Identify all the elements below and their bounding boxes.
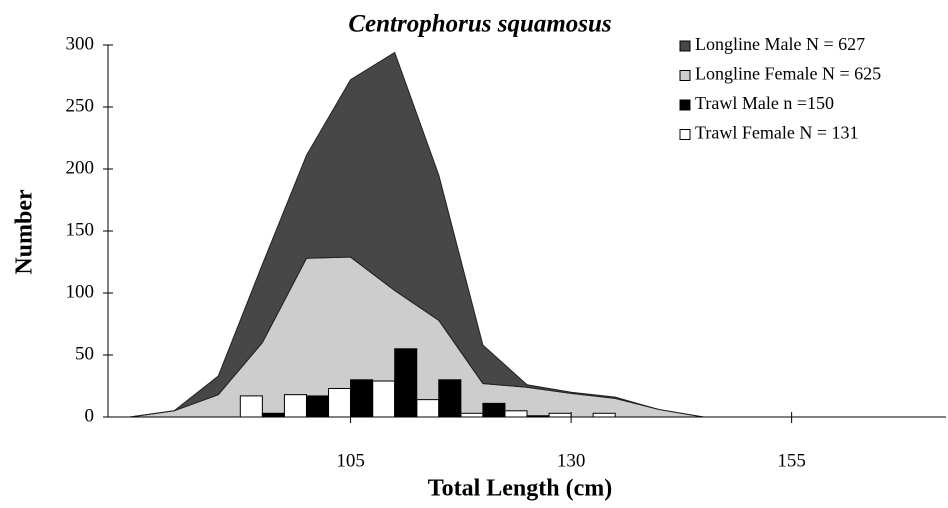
legend-swatch	[679, 40, 691, 52]
x-tick-label: 105	[336, 450, 365, 471]
legend-label: Trawl Male n =150	[695, 93, 834, 113]
y-tick-label: 250	[66, 95, 95, 116]
legend-swatch	[679, 70, 691, 81]
y-tick-label: 300	[66, 33, 95, 54]
bar	[239, 395, 263, 418]
bar	[482, 402, 506, 418]
bar	[460, 412, 484, 418]
bar	[261, 412, 285, 418]
x-tick-label: 155	[777, 450, 806, 471]
y-tick-label: 50	[75, 343, 94, 364]
bar	[305, 395, 330, 418]
bar	[504, 410, 528, 418]
y-tick-label: 150	[66, 219, 95, 240]
legend-label: Longline Male N = 627	[695, 34, 865, 54]
bar	[394, 348, 418, 418]
bar	[592, 412, 616, 418]
bar	[438, 379, 462, 418]
y-tick-label: 0	[85, 405, 95, 426]
bar	[328, 387, 352, 418]
legend-label: Trawl Female N = 131	[695, 123, 858, 143]
bar	[416, 399, 440, 418]
legend-label: Longline Female N = 625	[695, 64, 881, 84]
x-tick-label: 130	[557, 450, 586, 471]
y-tick-label: 100	[66, 281, 95, 302]
y-axis-label: Number	[12, 189, 38, 275]
bar	[372, 380, 396, 418]
y-tick-label: 200	[66, 157, 95, 178]
bar	[350, 379, 374, 418]
legend-swatch	[679, 99, 691, 111]
legend-swatch	[679, 129, 691, 140]
bar	[283, 394, 307, 418]
x-axis-label: Total Length (cm)	[428, 476, 612, 502]
bar	[548, 412, 572, 418]
chart-title: Centrophorus squamosus	[348, 11, 611, 38]
